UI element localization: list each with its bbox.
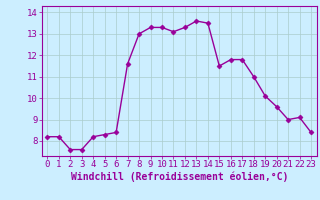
X-axis label: Windchill (Refroidissement éolien,°C): Windchill (Refroidissement éolien,°C): [70, 172, 288, 182]
